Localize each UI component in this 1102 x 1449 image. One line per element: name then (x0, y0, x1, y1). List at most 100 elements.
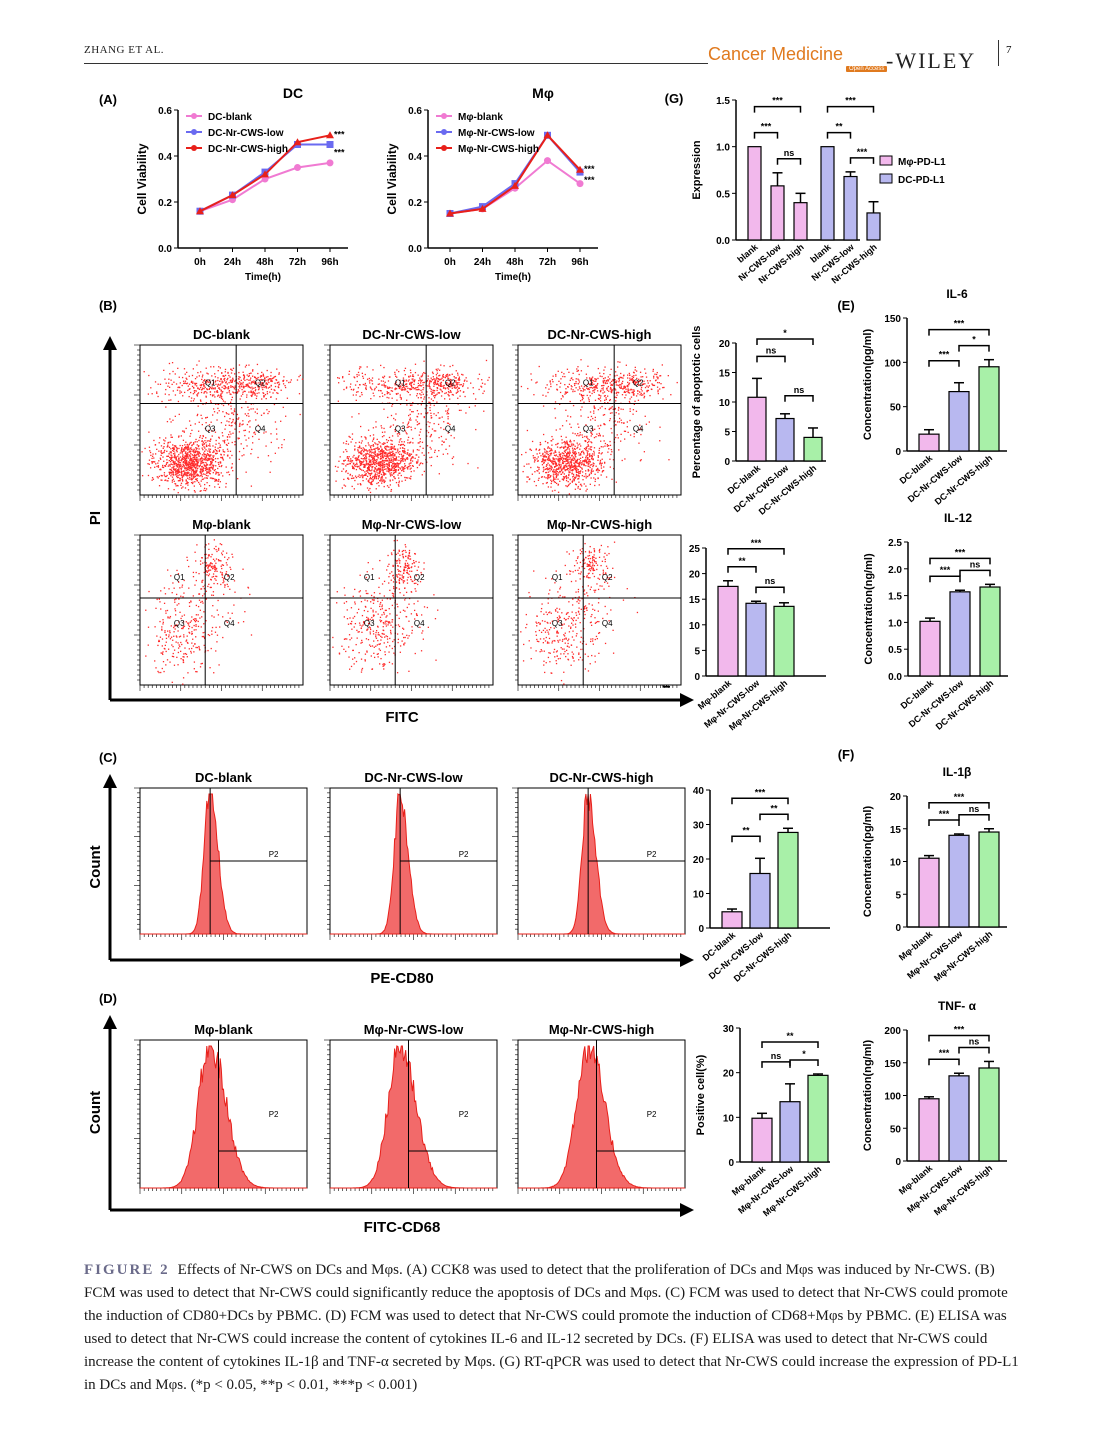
scatter-dot (212, 477, 215, 480)
scatter-dot (217, 377, 219, 379)
scatter-dot (432, 389, 434, 391)
scatter-dot (569, 379, 571, 382)
scatter-dot (186, 464, 189, 466)
scatter-dot (574, 464, 576, 466)
legend-marker (191, 129, 197, 135)
scatter-dot (568, 483, 570, 486)
scatter-dot (217, 394, 220, 396)
scatter-dot (559, 458, 561, 460)
scatter-dot (551, 480, 553, 483)
scatter-dot (418, 464, 421, 466)
scatter-dot (157, 395, 159, 398)
scatter-dot (360, 462, 362, 464)
scatter-dot (383, 473, 385, 475)
scatter-dot (194, 453, 196, 456)
y-tick-label: 0.0 (716, 236, 730, 247)
scatter-dot (211, 467, 213, 469)
scatter-dot (196, 444, 198, 446)
scatter-dot (159, 383, 162, 385)
scatter-dot (567, 484, 569, 487)
scatter-dot (175, 470, 177, 472)
scatter-dot (178, 470, 180, 472)
scatter-dot (256, 382, 258, 384)
scatter-dot (579, 460, 582, 462)
scatter-dot (376, 482, 378, 485)
scatter-dot (391, 474, 393, 476)
scatter-dot (633, 372, 635, 374)
scatter-dot (574, 467, 577, 469)
y-tick-label: 20 (693, 855, 705, 866)
scatter-dot (443, 386, 445, 389)
scatter-dot (355, 457, 357, 459)
scatter-dot (280, 420, 282, 422)
scatter-dot (572, 469, 574, 471)
scatter-dot (446, 387, 449, 389)
scatter-dot (173, 381, 175, 383)
y-tick-label: 0.4 (158, 152, 172, 163)
scatter-dot (429, 387, 431, 389)
scatter-dot (201, 423, 203, 426)
scatter-dot (214, 373, 216, 375)
scatter-dot (648, 421, 650, 423)
scatter-dot (590, 378, 593, 381)
scatter-dot (394, 463, 396, 465)
scatter-dot (603, 395, 606, 397)
scatter-dot (188, 448, 190, 450)
scatter-dot (206, 477, 208, 479)
scatter-dot (178, 469, 180, 471)
scatter-dot (427, 375, 429, 377)
scatter-dot (214, 446, 216, 448)
scatter-dot (183, 457, 185, 459)
scatter-dot (361, 372, 363, 374)
scatter-dot (381, 454, 383, 457)
scatter-dot (183, 382, 185, 385)
scatter-dot (231, 396, 233, 399)
scatter-dot (194, 384, 196, 386)
scatter-dot (172, 459, 174, 462)
scatter-dot (483, 390, 485, 392)
scatter-dot (393, 464, 395, 467)
scatter-dot (229, 401, 232, 403)
scatter-dot (570, 426, 572, 429)
scatter-dot (251, 381, 253, 384)
x-tick-label: 24h (474, 257, 491, 268)
scatter-dot (152, 453, 154, 455)
scatter-dot (372, 475, 374, 478)
scatter-dot (227, 371, 229, 374)
scatter-dot (387, 468, 389, 470)
scatter-dot (189, 456, 192, 458)
scatter-dot (414, 371, 417, 374)
scatter-dot (420, 380, 422, 382)
scatter-dot (222, 390, 224, 393)
scatter-dot (270, 371, 272, 374)
scatter-dot (634, 400, 636, 402)
scatter-dot (382, 460, 385, 462)
scatter-dot (431, 440, 433, 442)
scatter-dot (433, 422, 435, 425)
scatter-dot (154, 444, 157, 446)
scatter-dot (185, 441, 187, 443)
scatter-dot (213, 451, 215, 453)
scatter-dot (370, 465, 372, 467)
scatter-dot (546, 384, 548, 386)
scatter-dot (193, 473, 195, 475)
scatter-dot (259, 379, 261, 381)
scatter-dot (373, 455, 376, 458)
scatter-dot (350, 388, 353, 391)
scatter-dot (579, 471, 581, 473)
scatter-dot (434, 383, 436, 386)
scatter-dot (397, 468, 400, 471)
scatter-dot (381, 464, 383, 466)
scatter-dot (567, 467, 569, 470)
scatter-dot (203, 452, 205, 454)
scatter-dot (567, 451, 569, 453)
scatter-dot (178, 376, 180, 378)
significance-bracket (928, 1034, 990, 1042)
scatter-dot (575, 456, 577, 458)
panel-label: (A) (99, 92, 117, 107)
scatter-dot (210, 470, 212, 472)
scatter-dot (345, 443, 347, 445)
scatter-dot (565, 468, 567, 471)
scatter-dot (399, 403, 402, 405)
scatter-dot (190, 452, 192, 455)
